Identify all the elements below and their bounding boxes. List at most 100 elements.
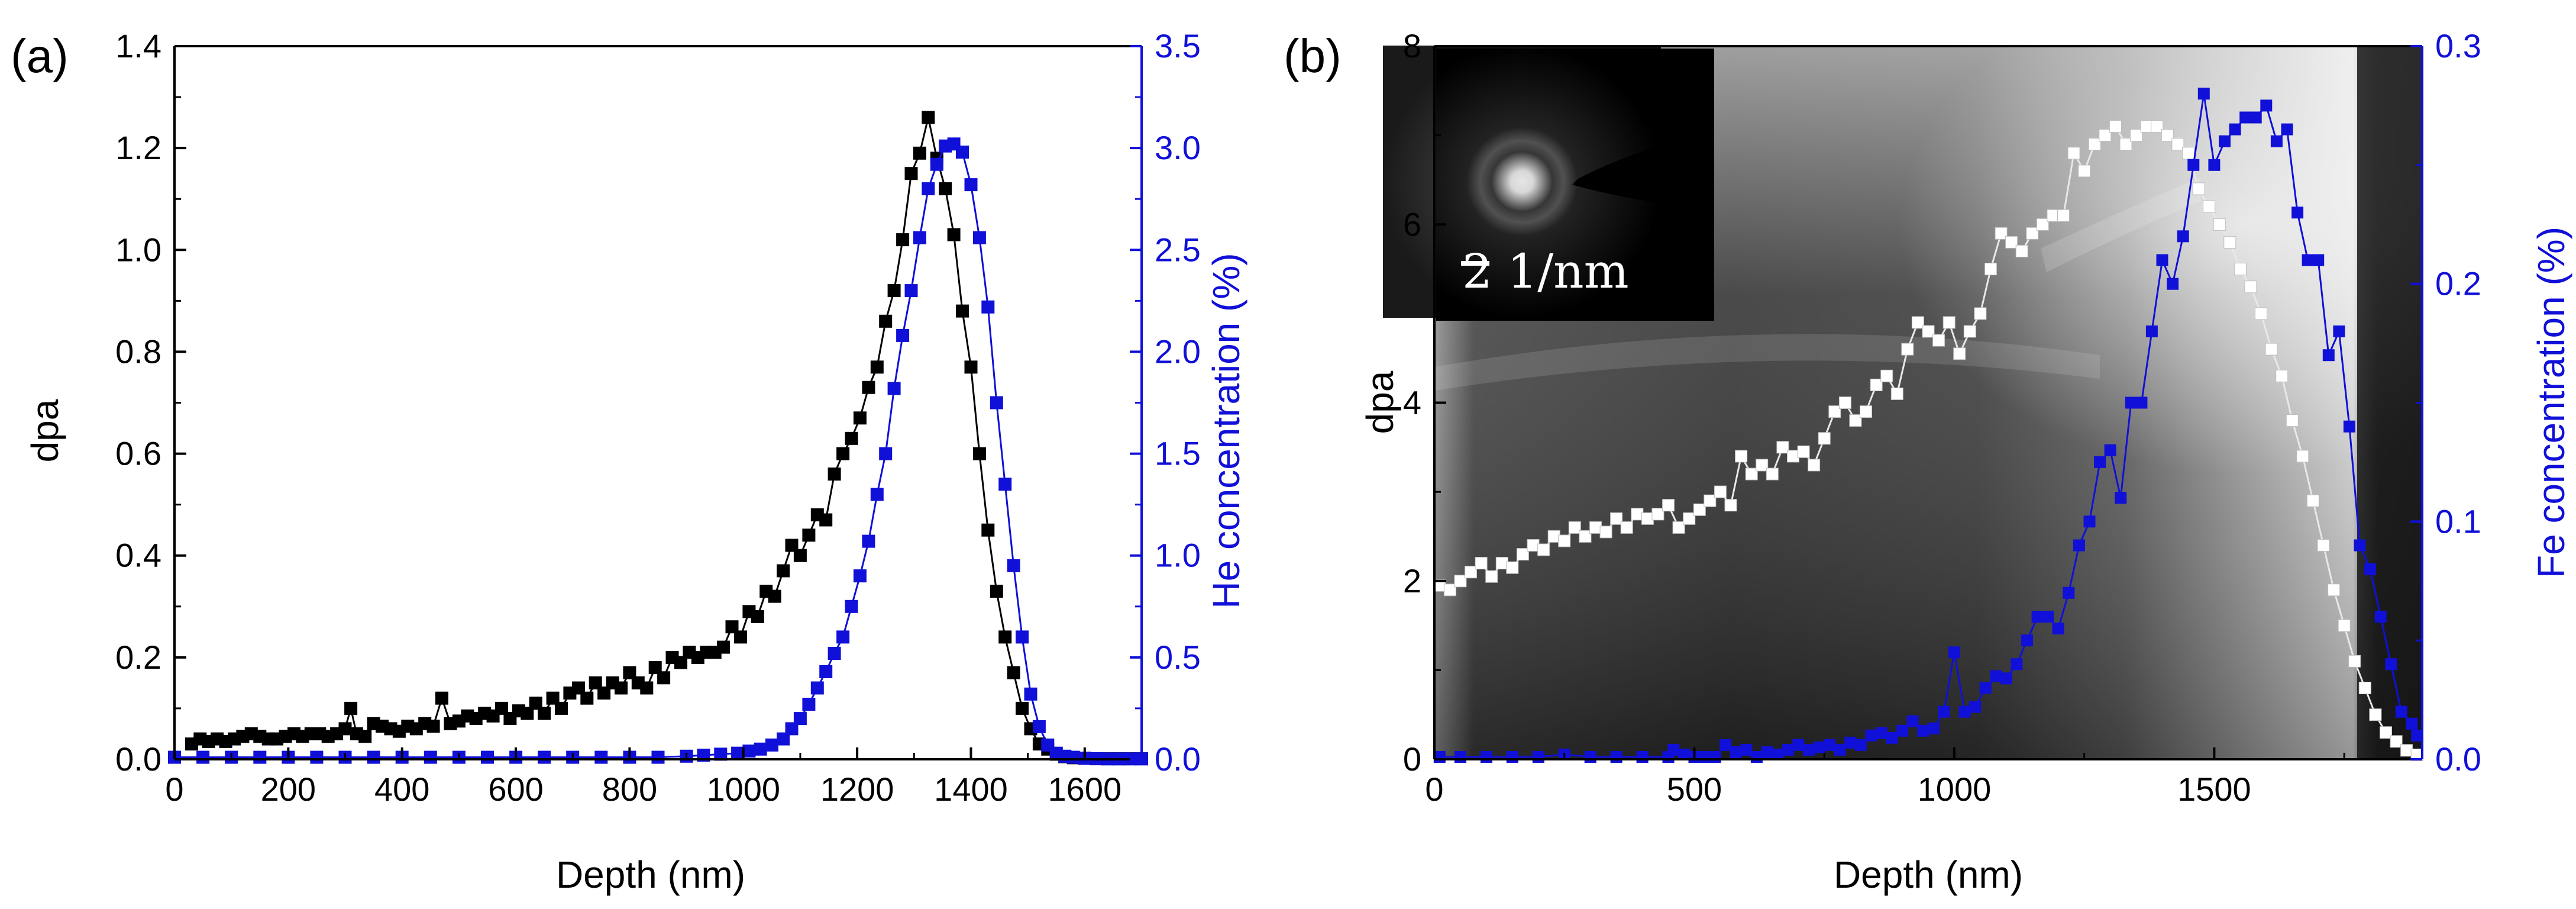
panel-a-dpa-point-63	[717, 640, 731, 654]
panel-a-ytick-left-label-0: 0.0	[115, 740, 161, 778]
panel-b-fe-concentration-point-39	[1969, 701, 1982, 713]
panel-b-fe-concentration-point-63	[2219, 135, 2231, 147]
panel-a-dpa-point-67	[751, 610, 764, 623]
panel-b-dpa-point-73	[2192, 182, 2205, 195]
panel-a-he-concentration-point-3	[253, 750, 267, 764]
panel-b-dpa-point-22	[1662, 499, 1675, 512]
panel-a-dpa-point-92	[964, 360, 978, 374]
panel-b-fe-concentration-point-24	[1813, 741, 1825, 753]
panel-a-ytick-left-label-5: 1.0	[115, 231, 161, 268]
panel-a-dpa-point-70	[777, 564, 790, 578]
panel-b-fe-concentration-point-42	[2000, 672, 2012, 685]
panel-a-dpa-point-51	[615, 681, 628, 695]
panel-a-ylabel-left: dpa	[24, 399, 66, 462]
panel-b-fe-concentration-point-32	[1896, 724, 1909, 737]
panel-b-dpa-point-82	[2286, 414, 2299, 427]
panel-b-dpa-point-80	[2265, 343, 2278, 356]
panel-b-fe-concentration-point-55	[2135, 397, 2148, 409]
panel-a-he-concentration-point-38	[887, 382, 901, 395]
panel-b-dpa-point-14	[1579, 530, 1592, 543]
panel-b-dpa-point-51	[1963, 325, 1976, 338]
panel-b-dpa-point-92	[2390, 735, 2403, 748]
panel-a-dpa-point-81	[870, 360, 884, 374]
panel-b-dpa-point-24	[1683, 512, 1696, 525]
panel-b-dpa-point-26	[1704, 494, 1717, 507]
panel-a-dpa-point-48	[589, 676, 602, 689]
panel-b-dpa-point-77	[2234, 263, 2247, 276]
panel-b-dpa-point-46	[1911, 316, 1924, 329]
panel-a-he-concentration-point-49	[981, 300, 995, 314]
panel-b-fe-concentration-point-61	[2197, 88, 2210, 100]
panel-b-dpa-point-33	[1776, 441, 1789, 454]
panel-b-dpa-point-54	[1995, 227, 2008, 240]
panel-b-fe-concentration-point-21	[1782, 743, 1794, 756]
panel-a-he-concentration-point-52	[1007, 559, 1020, 572]
panel-a-ytick-left-label-3: 0.6	[115, 435, 161, 472]
panel-b-dpa-point-71	[2171, 138, 2184, 151]
panel-b-fe-concentration-point-44	[2021, 634, 2033, 647]
panel-b-fe-concentration-point-51	[2094, 456, 2106, 468]
panel-b-fe-concentration-point-4	[1532, 751, 1544, 763]
panel-a-dpa-point-30	[435, 691, 448, 705]
panel-b-fe-concentration-point-15	[1720, 739, 1732, 751]
panel-b-ytick-right-label-1: 0.1	[2435, 502, 2481, 540]
panel-b-dpa-point-70	[2161, 129, 2174, 142]
panel-b-series	[1433, 88, 2423, 763]
panel-b-dpa-point-48	[1932, 334, 1945, 347]
panel-a-ytick-left-label-2: 0.4	[115, 537, 161, 574]
panel-b-xtick-label-0: 0	[1425, 771, 1443, 808]
panel-b-fe-concentration-point-53	[2115, 492, 2127, 504]
panel-b-dpa-point-16	[1599, 526, 1612, 539]
panel-b-fe-concentration-point-58	[2167, 278, 2179, 290]
panel-a-dpa-point-71	[785, 539, 799, 552]
panel-b-fe-concentration-point-29	[1865, 729, 1877, 742]
panel-b-dpa-point-91	[2380, 726, 2392, 739]
panel-a-he-concentration-point-46	[956, 146, 969, 159]
panel-a-dpa-point-64	[725, 620, 739, 634]
panel-b-fe-concentration-point-71	[2302, 254, 2314, 266]
panel-b-fe-concentration-point-43	[2011, 658, 2023, 671]
panel-b-dpa-point-25	[1693, 503, 1706, 516]
panel-a-xlabel: Depth (nm)	[556, 853, 745, 896]
panel-b-fe-concentration-point-22	[1792, 739, 1805, 751]
panel-a-xtick-label-0: 0	[165, 771, 183, 808]
panel-a-ytick-left-label-6: 1.2	[115, 129, 161, 166]
panel-b-fe-concentration-point-57	[2156, 254, 2168, 266]
panel-a-dpa-point-58	[674, 656, 687, 669]
panel-b-dpa-point-65	[2109, 120, 2122, 133]
panel-b-fe-concentration-point-36	[1938, 705, 1950, 718]
panel-a-he-concentration-point-53	[1016, 630, 1029, 644]
panel-a-he-concentration-point-22	[742, 744, 756, 758]
panel-a-he-concentration-point-25	[777, 732, 790, 746]
panel-b-fe-concentration-point-26	[1834, 743, 1846, 756]
panel-a-he-concentration-point-31	[828, 647, 841, 660]
panel-a-dpa-point-49	[597, 686, 611, 700]
panel-a-dpa-point-41	[529, 697, 542, 710]
panel-b-ylabel-right: Fe concentration (%)	[2530, 227, 2572, 578]
panel-a-he-concentration-point-27	[793, 712, 807, 726]
panel-a-he-concentration-point-29	[810, 681, 824, 695]
panel-b-ytick-left-label-3: 6	[1403, 205, 1421, 243]
panel-a-dpa-point-79	[853, 411, 867, 425]
panel-b-dpa-point-90	[2369, 708, 2382, 721]
panel-a-he-concentration-point-32	[836, 630, 850, 644]
panel-b-dpa-point-56	[2015, 244, 2028, 257]
panel-b-fe-concentration-point-81	[2406, 717, 2418, 730]
panel-b-dpa-point-12	[1558, 534, 1571, 547]
panel-a-dpa-point-93	[972, 447, 986, 460]
panel-a-ytick-right-label-4: 2.0	[1155, 333, 1201, 370]
panel-b-dpa-point-21	[1651, 508, 1664, 521]
panel-b-fe-concentration-point-8	[1636, 751, 1649, 763]
axes: 0 200 400 600 800 1000 1200 1400 16000.00.20.40.…	[115, 27, 2481, 808]
panel-a-he-concentration-point-43	[930, 157, 943, 171]
panel-a-dpa-point-80	[862, 381, 875, 394]
panel-a-xtick-label-2: 400	[374, 771, 429, 808]
panel-b-dpa-point-36	[1808, 459, 1821, 472]
panel-b-dpa-point-18	[1620, 521, 1633, 534]
panel-b-fe-concentration-point-23	[1802, 743, 1815, 756]
panel-a-he-concentration-point-26	[785, 722, 799, 736]
panel-a-dpa-point-18	[338, 722, 352, 736]
panel-b-dpa-point-67	[2130, 129, 2143, 142]
panel-b-fe-concentration-point-75	[2343, 420, 2355, 433]
